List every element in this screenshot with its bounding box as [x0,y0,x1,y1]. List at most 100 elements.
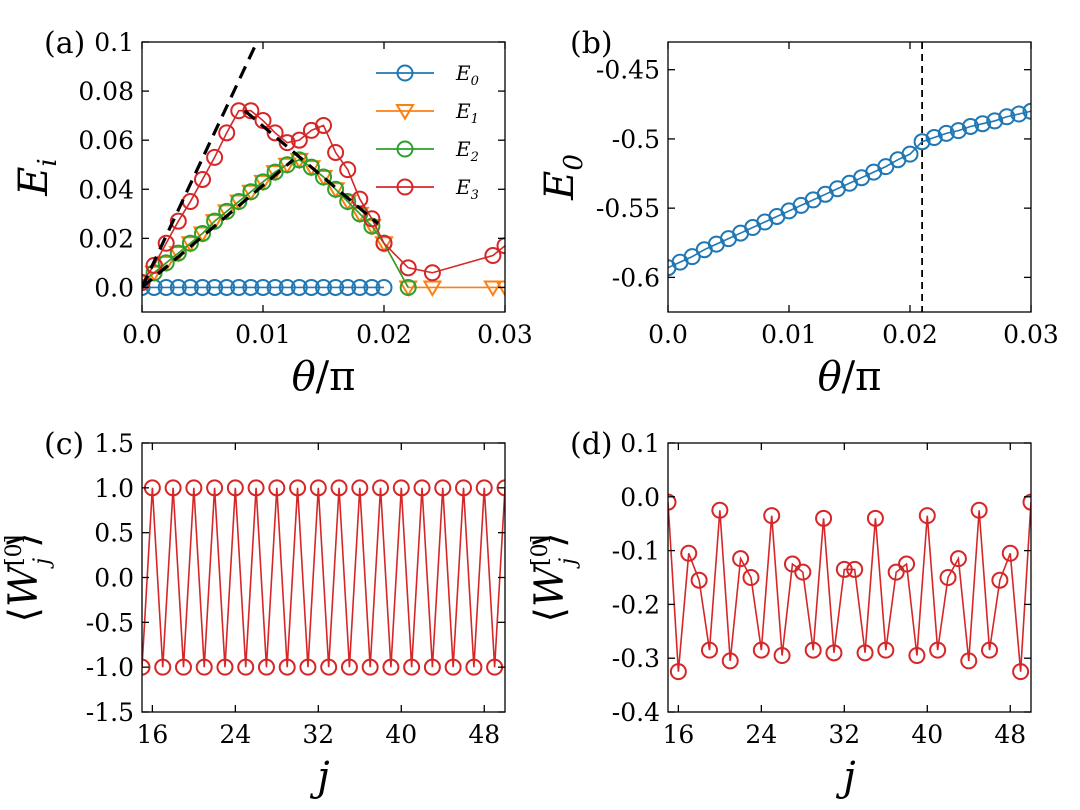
data-point [278,134,296,152]
data-point [937,124,955,142]
legend-marker [395,104,415,121]
x-tick-label: 48 [468,720,500,749]
x-tick-label: 40 [911,720,943,749]
data-point [1022,102,1031,120]
series-0 [668,102,1031,277]
data-point [181,278,199,296]
x-axis-label: θ/π [818,354,882,400]
data-point [913,133,931,151]
data-point [206,479,224,497]
data-point [363,210,381,228]
data-point [218,124,236,142]
y-tick-label: -0.5 [612,125,660,154]
legend-marker [396,64,414,82]
data-point [253,174,273,192]
data-point [226,479,244,497]
data-point [815,509,833,527]
data-point [337,194,358,212]
data-point [669,663,687,681]
data-point [361,658,379,676]
y-tick-label: -1.5 [86,698,134,727]
x-tick-label: 0.01 [235,320,291,349]
data-point [206,148,224,166]
legend-label: E3 [455,175,479,203]
data-point [372,479,390,497]
data-point [339,278,357,296]
data-point [773,647,791,665]
data-point [363,278,381,296]
data-point [169,244,187,262]
data-point [399,259,417,277]
data-point [289,479,307,497]
x-tick-label: 40 [385,720,417,749]
data-point [721,652,739,670]
data-point [194,170,211,188]
data-point [315,168,332,186]
data-point [960,652,978,670]
data-point [465,658,483,676]
data-point [680,544,698,562]
x-tick-label: 24 [745,720,777,749]
data-point [204,214,225,231]
y-tick-label: -1.0 [86,653,134,682]
y-tick-label: 0.5 [94,519,134,548]
data-point [169,278,187,296]
data-point [290,131,308,149]
series-E0 [142,278,393,296]
data-point [266,124,284,142]
data-point [192,226,213,244]
x-axis-label: j [309,754,329,800]
data-point [949,550,967,568]
data-point [169,212,187,230]
series-line [142,109,505,284]
y-tick-label: -0.2 [612,590,660,619]
series-line [668,110,1031,269]
data-point [302,158,320,176]
plot-area [668,42,1031,312]
legend-item-E3: E3 [376,175,479,203]
y-tick-label: 1.5 [94,429,134,458]
data-point [986,112,1004,130]
axes-frame [141,41,506,313]
x-tick-label: 0.02 [882,320,938,349]
data-point [375,234,393,252]
data-point [325,182,346,199]
data-point [301,160,322,177]
data-point [974,115,992,133]
data-point [142,278,151,296]
y-tick-label: 0.04 [78,175,134,204]
y-axis-label: E0 [537,154,589,201]
data-point [700,641,718,659]
x-tick-label: 16 [136,720,168,749]
data-point [218,202,236,220]
panel-label: (b) [570,26,613,61]
y-tick-label: 0.02 [78,224,134,253]
y-tick-label: -0.45 [596,56,660,85]
data-point [866,509,884,527]
data-point [475,479,493,497]
legend-label: E0 [455,61,479,89]
data-point [230,193,248,211]
data-point [887,563,905,581]
data-point [398,280,418,298]
data-point [763,507,781,525]
data-point [825,644,843,662]
data-point [194,224,211,242]
legend-label: E1 [455,99,479,127]
x-axis-label: j [835,754,855,800]
data-point [496,237,505,255]
data-point [423,264,441,282]
data-point [216,658,234,676]
data-point [991,571,1009,589]
data-point [783,555,801,573]
x-tick-label: 0.03 [1003,320,1059,349]
data-point [422,280,443,298]
data-point [939,569,957,586]
x-tick-label: 32 [828,720,860,749]
data-point [278,278,296,296]
data-point [351,278,369,296]
series-line [668,502,1031,672]
series-0 [142,479,505,676]
y-tick-label: 0.06 [78,126,134,155]
